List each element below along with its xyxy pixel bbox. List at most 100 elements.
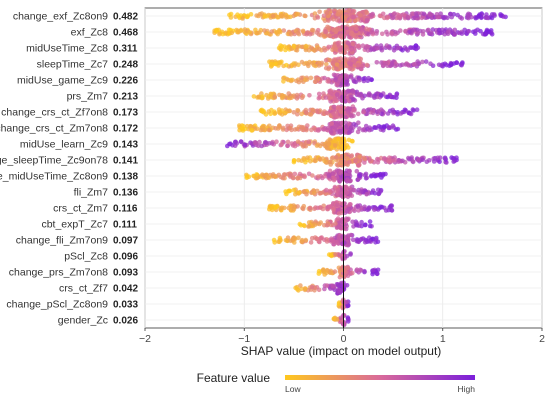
shap-point [321, 13, 327, 19]
shap-point [296, 288, 301, 293]
shap-point [315, 15, 321, 20]
shap-point [393, 29, 398, 35]
shap-point [291, 207, 297, 212]
shap-point [324, 270, 329, 276]
shap-point [323, 159, 329, 165]
shap-point [335, 216, 341, 221]
shap-point [305, 155, 310, 160]
shap-point [340, 201, 345, 207]
shap-point [345, 110, 351, 115]
shap-point [380, 11, 386, 17]
shap-point [346, 207, 351, 212]
beeswarm-points [212, 8, 508, 328]
shap-point [350, 89, 356, 94]
shap-point [362, 156, 368, 161]
shap-point [284, 62, 289, 68]
shap-point [282, 44, 287, 49]
shap-point [335, 40, 341, 46]
shap-point [364, 62, 370, 68]
shap-point [356, 120, 361, 125]
shap-point [345, 241, 351, 247]
shap-point [339, 159, 344, 165]
mean-shap-value: 0.026 [113, 316, 138, 327]
shap-point [348, 31, 354, 36]
shap-point [316, 128, 321, 133]
shap-point [295, 44, 300, 50]
shap-point [333, 221, 338, 226]
shap-point [365, 107, 370, 113]
shap-point [309, 284, 315, 290]
shap-point [411, 15, 416, 21]
shap-point [298, 223, 304, 228]
shap-point [236, 14, 242, 19]
shap-point [344, 75, 350, 80]
shap-point [454, 60, 460, 65]
shap-point [321, 91, 326, 96]
shap-point [338, 220, 343, 225]
shap-point [296, 190, 302, 195]
shap-point [334, 62, 340, 67]
shap-point [261, 124, 267, 129]
shap-point [362, 204, 367, 210]
shap-point [311, 190, 317, 196]
feature-name-label: sleepTime_Zc7 [37, 59, 109, 71]
shap-point [489, 15, 495, 21]
shap-point [242, 126, 248, 132]
shap-point [239, 126, 244, 131]
shap-point [354, 222, 359, 228]
shap-point [307, 223, 312, 229]
feature-name-label: midUseTime_Zc8 [26, 43, 108, 55]
shap-point [355, 62, 361, 68]
shap-point [416, 157, 421, 162]
shap-point [301, 189, 307, 194]
shap-point [389, 30, 395, 36]
shap-point [280, 175, 286, 181]
shap-point [426, 27, 431, 33]
shap-point [323, 57, 329, 63]
shap-point [473, 28, 478, 34]
mean-shap-value: 0.141 [113, 156, 138, 167]
shap-point [296, 157, 301, 163]
feature-name-label: change_exf_Zc8on9 [13, 11, 108, 23]
shap-point [411, 108, 416, 113]
shap-point [352, 57, 357, 63]
shap-point [382, 155, 387, 161]
shap-point [348, 232, 354, 238]
shap-point [287, 108, 292, 113]
shap-point [350, 270, 355, 276]
shap-point [268, 91, 274, 97]
shap-point [423, 59, 429, 64]
shap-point [331, 239, 336, 244]
shap-point [365, 48, 371, 53]
shap-point [314, 143, 320, 148]
shap-point [400, 158, 405, 164]
mean-shap-value: 0.096 [113, 252, 138, 263]
shap-point [442, 156, 448, 161]
shap-point [291, 61, 297, 66]
shap-point [338, 109, 344, 114]
shap-point [398, 111, 404, 116]
shap-point [435, 155, 441, 161]
shap-point [333, 33, 339, 39]
shap-point [407, 29, 412, 34]
shap-point [344, 253, 350, 259]
shap-point [307, 206, 313, 211]
shap-point [259, 143, 265, 149]
shap-point [350, 237, 356, 243]
shap-point [302, 173, 307, 178]
shap-point [330, 171, 336, 176]
shap-point [396, 45, 401, 51]
shap-point [306, 139, 312, 144]
shap-point [286, 188, 292, 194]
shap-point [447, 63, 452, 68]
shap-point [226, 27, 232, 33]
shap-point [400, 48, 405, 53]
feature-name-label: midUse_learn_Zc9 [20, 139, 108, 151]
shap-point [391, 48, 397, 53]
shap-point [398, 63, 403, 68]
shap-point [295, 175, 301, 181]
shap-point [348, 26, 354, 31]
shap-point [336, 289, 342, 295]
shap-point [327, 137, 333, 142]
shap-point [415, 59, 421, 64]
